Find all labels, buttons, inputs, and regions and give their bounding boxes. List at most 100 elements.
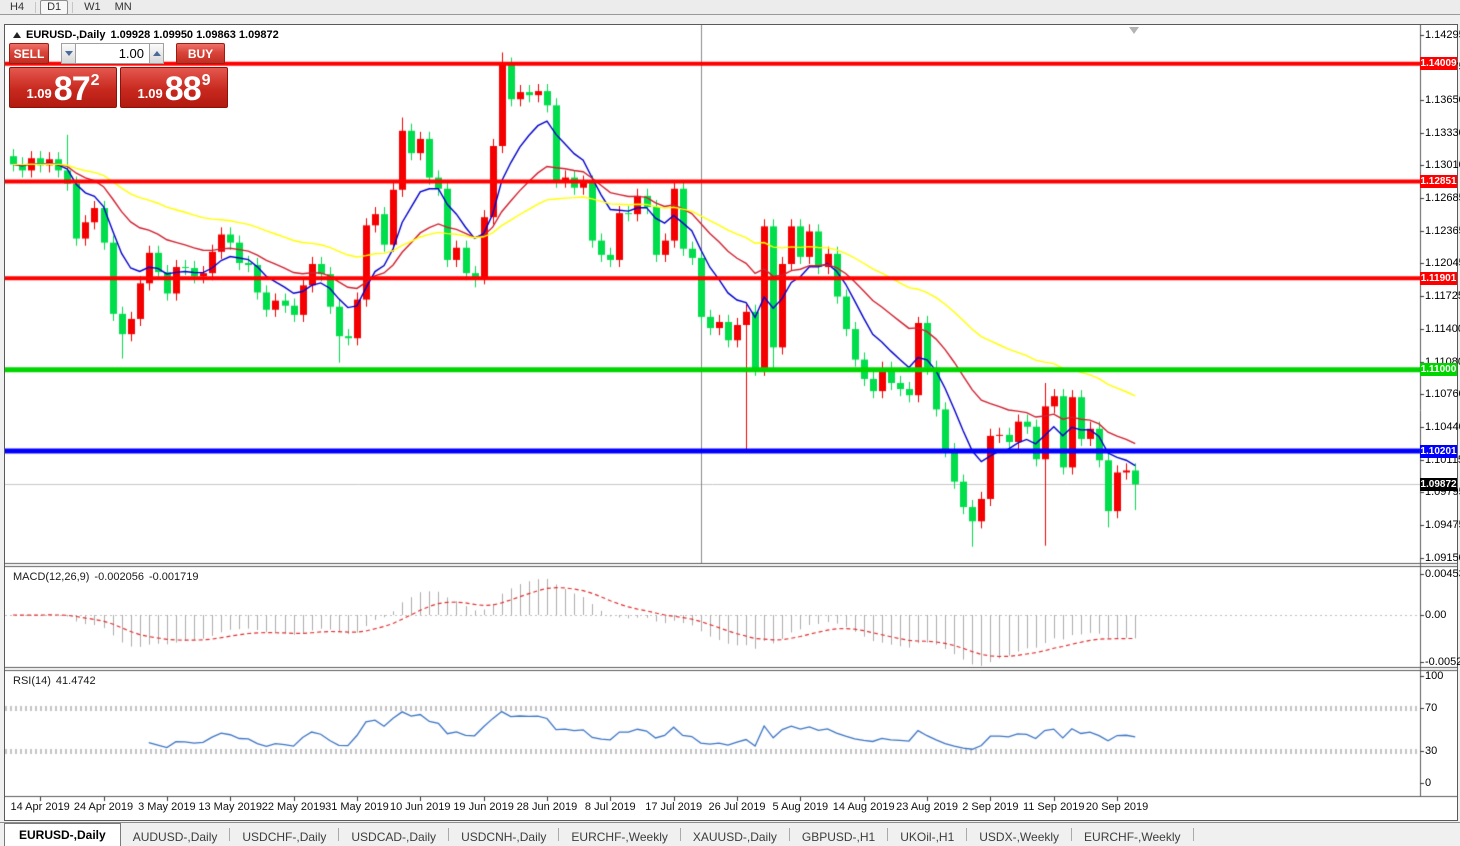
tab-usdx-weekly[interactable]: USDX-,Weekly xyxy=(979,829,1060,844)
macd-name: MACD(12,26,9) xyxy=(13,571,90,583)
date-axis-label: 28 Jun 2019 xyxy=(516,801,578,813)
price-axis-tick: 1.11725 xyxy=(1425,290,1460,303)
date-axis-label: 14 Aug 2019 xyxy=(832,801,895,813)
price-axis-tick: 1.13650 xyxy=(1425,94,1460,107)
date-axis-label: 24 Apr 2019 xyxy=(73,801,134,813)
tab-separator xyxy=(679,828,681,841)
buy-price-box[interactable]: 1.09 88 9 xyxy=(120,67,228,108)
price-level-badge: 1.12851 xyxy=(1420,175,1457,189)
volume-input[interactable]: 1.00 xyxy=(76,43,149,64)
chart-title: EURUSD-,Daily 1.09928 1.09950 1.09863 1.… xyxy=(13,29,279,41)
tab-separator xyxy=(887,828,889,841)
macd-axis-tick: 0.00 xyxy=(1425,609,1447,621)
date-axis-label: 11 Sep 2019 xyxy=(1022,801,1085,813)
sell-price-pip: 2 xyxy=(90,72,100,89)
sell-button[interactable]: SELL xyxy=(9,43,49,64)
sell-price-box[interactable]: 1.09 87 2 xyxy=(9,67,117,108)
date-axis-label: 20 Sep 2019 xyxy=(1085,801,1149,813)
volume-increase-button[interactable] xyxy=(149,43,164,64)
current-price-badge: 1.09872 xyxy=(1420,477,1457,491)
date-axis-label: 3 May 2019 xyxy=(138,801,196,813)
price-level-badge: 1.14009 xyxy=(1420,57,1457,71)
buy-price-big: 88 xyxy=(164,70,202,108)
rsi-name: RSI(14) xyxy=(13,675,51,687)
rsi-indicator-label: RSI(14) 41.4742 xyxy=(13,675,96,687)
date-axis-label: 13 May 2019 xyxy=(198,801,262,813)
buy-price-pip: 9 xyxy=(201,72,211,89)
tab-eurchf-weekly-2[interactable]: EURCHF-,Weekly xyxy=(1084,829,1181,844)
price-axis-tick: 1.11400 xyxy=(1425,323,1460,336)
macd-axis-tick: -0.005205 xyxy=(1425,656,1460,669)
period-button-w1[interactable]: W1 xyxy=(84,0,101,13)
tab-separator xyxy=(966,828,968,841)
tab-separator xyxy=(338,828,340,841)
period-toolbar: H4 D1 W1 MN xyxy=(0,0,1460,15)
one-click-trade-panel: SELL 1.00 BUY 1.09 87 2 1.09 88 9 xyxy=(9,43,228,108)
chart-symbol-label: EURUSD-,Daily xyxy=(26,29,106,41)
date-axis-label: 10 Jun 2019 xyxy=(389,801,451,813)
macd-value-2: -0.001719 xyxy=(148,571,199,583)
date-axis-label: 8 Jul 2019 xyxy=(584,801,636,813)
macd-value-1: -0.002056 xyxy=(94,571,144,583)
period-button-h4[interactable]: H4 xyxy=(10,0,25,13)
sell-price-prefix: 1.09 xyxy=(26,86,52,101)
tab-eurusd-daily[interactable]: EURUSD-,Daily xyxy=(4,823,121,846)
date-axis-label: 14 Apr 2019 xyxy=(10,801,70,813)
rsi-axis-tick: 30 xyxy=(1425,744,1438,757)
period-button-d1[interactable]: D1 xyxy=(40,0,69,15)
tab-separator xyxy=(1192,828,1194,841)
toolbar-separator xyxy=(72,1,74,13)
collapse-trade-panel-icon[interactable] xyxy=(13,32,21,38)
rsi-pane-splitter[interactable] xyxy=(5,665,1457,670)
price-axis-tick: 1.12365 xyxy=(1425,224,1460,237)
tab-gbpusd-h1[interactable]: GBPUSD-,H1 xyxy=(801,829,876,844)
price-axis-tick: 1.09475 xyxy=(1425,518,1460,531)
date-axis-label: 22 May 2019 xyxy=(261,801,326,813)
tab-audusd-daily[interactable]: AUDUSD-,Daily xyxy=(132,829,218,844)
volume-decrease-button[interactable] xyxy=(61,43,76,64)
date-axis-label: 26 Jul 2019 xyxy=(708,801,766,813)
rsi-axis-tick: 0 xyxy=(1425,777,1432,789)
sell-price-big: 87 xyxy=(53,70,91,108)
macd-pane-splitter[interactable] xyxy=(5,561,1457,566)
tab-usdcnh-daily[interactable]: USDCNH-,Daily xyxy=(461,829,547,844)
tab-separator xyxy=(1071,828,1073,841)
chart-tab-bar: EURUSD-,Daily AUDUSD-,Daily USDCHF-,Dail… xyxy=(0,822,1460,846)
date-axis-label: 5 Aug 2019 xyxy=(772,801,829,813)
price-axis-tick: 1.13330 xyxy=(1425,126,1460,139)
buy-button[interactable]: BUY xyxy=(176,43,225,64)
date-axis-label: 19 Jun 2019 xyxy=(453,801,514,813)
buy-price-prefix: 1.09 xyxy=(137,86,163,101)
tab-separator xyxy=(788,828,790,841)
rsi-axis-tick: 100 xyxy=(1425,670,1444,682)
price-level-badge: 1.11901 xyxy=(1420,271,1457,285)
tab-xauusd-daily[interactable]: XAUUSD-,Daily xyxy=(692,829,777,844)
chevron-down-icon xyxy=(64,51,73,56)
date-axis-label: 31 May 2019 xyxy=(325,801,389,813)
tab-ukoil-h1[interactable]: UKOil-,H1 xyxy=(900,829,955,844)
tab-usdcad-daily[interactable]: USDCAD-,Daily xyxy=(351,829,437,844)
tab-separator xyxy=(448,828,450,841)
chart-window: EURUSD-,Daily 1.09928 1.09950 1.09863 1.… xyxy=(4,24,1460,821)
price-level-badge: 1.11000 xyxy=(1420,363,1457,377)
tab-usdchf-daily[interactable]: USDCHF-,Daily xyxy=(242,829,327,844)
price-chart-canvas[interactable] xyxy=(5,25,1457,820)
price-axis-tick: 1.12045 xyxy=(1425,257,1460,270)
price-level-badge: 1.10201 xyxy=(1420,444,1457,458)
period-button-mn[interactable]: MN xyxy=(114,0,132,13)
chart-ohlc-values: 1.09928 1.09950 1.09863 1.09872 xyxy=(110,29,279,41)
tab-separator xyxy=(229,828,231,841)
macd-indicator-label: MACD(12,26,9) -0.002056 -0.001719 xyxy=(13,571,199,583)
rsi-value: 41.4742 xyxy=(55,675,96,687)
toolbar-separator xyxy=(35,1,37,13)
chart-shift-marker-icon[interactable] xyxy=(1129,27,1139,34)
price-axis-tick: 1.10440 xyxy=(1425,420,1460,433)
tab-eurchf-weekly[interactable]: EURCHF-,Weekly xyxy=(571,829,668,844)
tab-separator xyxy=(558,828,560,841)
date-axis-label: 17 Jul 2019 xyxy=(645,801,703,813)
rsi-axis-tick: 70 xyxy=(1425,702,1438,715)
macd-axis-tick: 0.004536 xyxy=(1425,567,1460,580)
date-axis-label: 23 Aug 2019 xyxy=(896,801,958,813)
price-axis-tick: 1.14295 xyxy=(1425,28,1460,41)
